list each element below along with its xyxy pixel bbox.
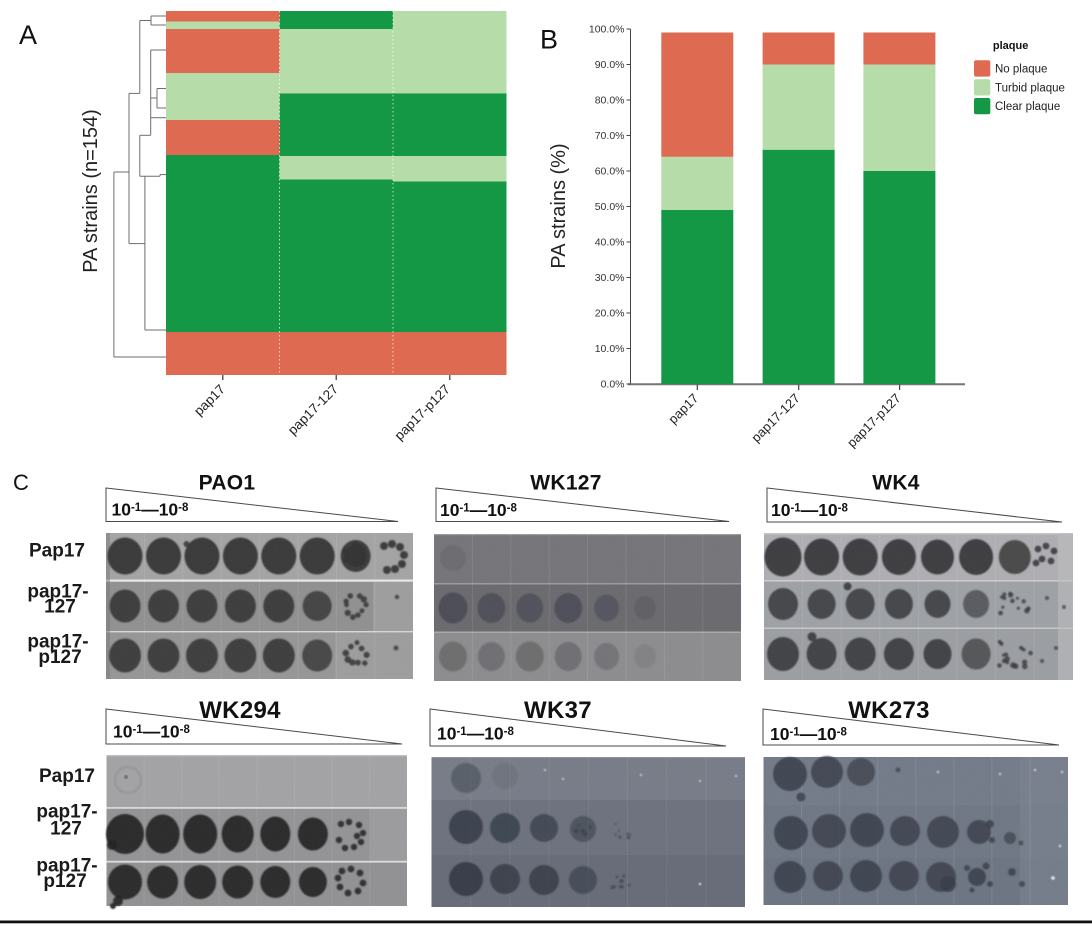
svg-text:A: A xyxy=(19,20,37,50)
svg-text:pap17-: pap17- xyxy=(27,632,88,653)
svg-text:WK4: WK4 xyxy=(872,472,920,495)
svg-text:WK37: WK37 xyxy=(524,697,592,724)
svg-text:90.0%: 90.0% xyxy=(595,59,625,71)
svg-text:10-1—10-8: 10-1—10-8 xyxy=(440,500,518,520)
svg-text:Pap17: Pap17 xyxy=(39,766,95,787)
svg-text:p127: p127 xyxy=(43,871,86,892)
svg-text:pap17-: pap17- xyxy=(36,856,97,877)
svg-text:PA strains (%): PA strains (%) xyxy=(548,143,570,268)
svg-text:0.0%: 0.0% xyxy=(601,379,625,391)
svg-text:70.0%: 70.0% xyxy=(595,130,625,142)
svg-text:20.0%: 20.0% xyxy=(595,308,625,320)
svg-text:Turbid plaque: Turbid plaque xyxy=(995,82,1065,94)
svg-text:127: 127 xyxy=(44,597,76,618)
svg-text:B: B xyxy=(540,25,558,55)
svg-text:10-1—10-8: 10-1—10-8 xyxy=(112,500,190,520)
svg-text:plaque: plaque xyxy=(993,40,1028,52)
svg-text:10-1—10-8: 10-1—10-8 xyxy=(113,722,191,742)
svg-text:PA strains (n=154): PA strains (n=154) xyxy=(80,109,102,273)
svg-text:WK273: WK273 xyxy=(848,697,930,724)
svg-text:100.0%: 100.0% xyxy=(589,24,625,36)
svg-text:10-1—10-8: 10-1—10-8 xyxy=(770,724,848,744)
svg-text:30.0%: 30.0% xyxy=(595,272,625,284)
svg-text:p127: p127 xyxy=(38,647,81,668)
svg-text:C: C xyxy=(13,470,29,495)
svg-text:PAO1: PAO1 xyxy=(199,472,256,495)
svg-text:60.0%: 60.0% xyxy=(595,166,625,178)
svg-text:10-1—10-8: 10-1—10-8 xyxy=(771,500,849,520)
svg-text:40.0%: 40.0% xyxy=(595,237,625,249)
svg-text:No plaque: No plaque xyxy=(995,64,1047,76)
svg-text:WK127: WK127 xyxy=(530,472,602,495)
svg-text:10-1—10-8: 10-1—10-8 xyxy=(437,724,515,744)
svg-text:Pap17: Pap17 xyxy=(29,541,85,562)
svg-text:pap17-: pap17- xyxy=(36,802,97,823)
svg-text:WK294: WK294 xyxy=(199,697,281,724)
svg-text:10.0%: 10.0% xyxy=(595,343,625,355)
svg-text:pap17-: pap17- xyxy=(27,582,88,603)
svg-text:80.0%: 80.0% xyxy=(595,95,625,107)
svg-text:50.0%: 50.0% xyxy=(595,201,625,213)
svg-text:Clear plaque: Clear plaque xyxy=(995,101,1060,113)
svg-text:127: 127 xyxy=(50,819,82,840)
